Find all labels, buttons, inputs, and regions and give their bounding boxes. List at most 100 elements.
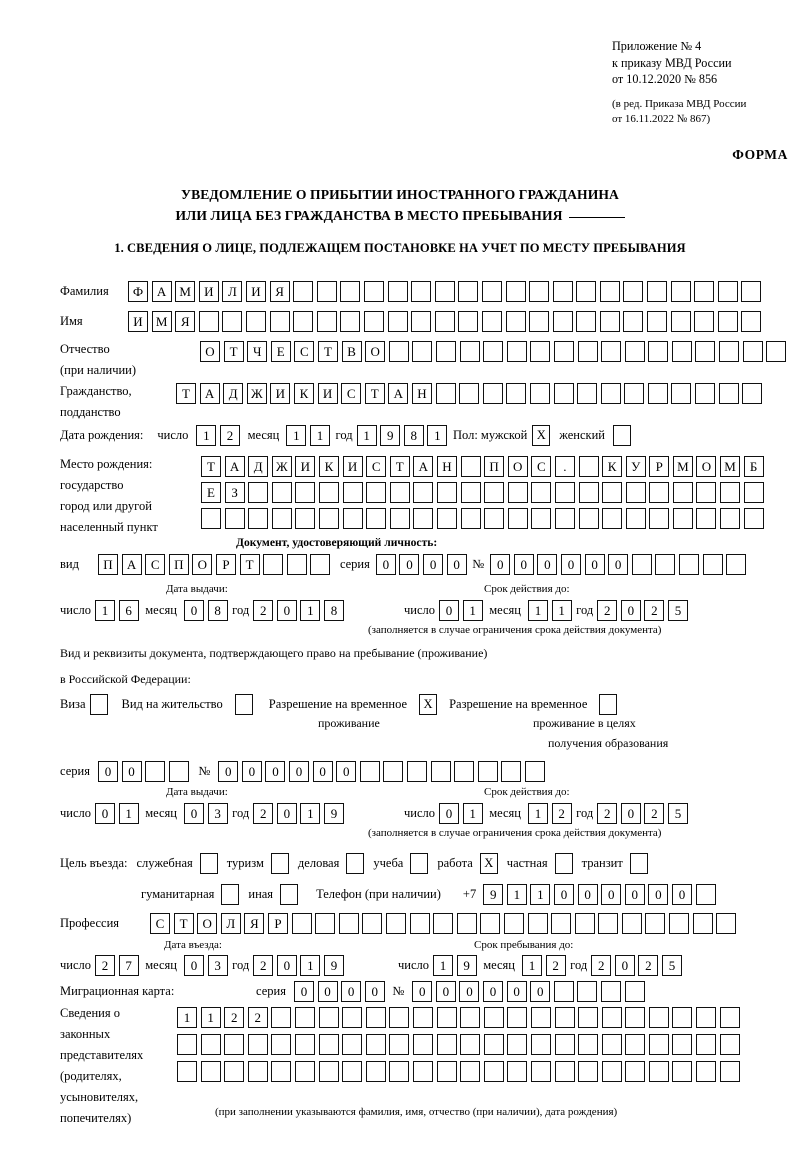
char-cell[interactable] [460,456,481,477]
char-cell[interactable] [524,761,545,782]
char-cell[interactable] [719,1061,740,1082]
char-cell[interactable]: 0 [241,761,262,782]
char-cell[interactable] [527,913,548,934]
char-cell[interactable] [412,1007,433,1028]
char-cell[interactable] [621,913,642,934]
char-cell[interactable] [574,913,595,934]
char-cell[interactable] [553,341,574,362]
char-cell[interactable] [625,1061,646,1082]
char-cell[interactable]: 9 [483,884,504,905]
char-cell[interactable]: 0 [624,884,645,905]
char-cell[interactable] [655,554,676,575]
char-cell[interactable] [318,1007,339,1028]
char-cell[interactable]: М [175,281,196,302]
char-cell[interactable] [720,482,741,503]
char-cell[interactable] [342,482,363,503]
char-cell[interactable]: Н [411,383,432,404]
char-cell[interactable]: 3 [207,955,228,976]
option-checkbox[interactable] [280,884,299,905]
char-cell[interactable]: 5 [668,600,689,621]
char-cell[interactable]: С [150,913,170,934]
char-cell[interactable] [458,281,479,302]
char-cell[interactable]: К [293,383,314,404]
char-cell[interactable] [412,1061,433,1082]
char-cell[interactable] [529,281,550,302]
char-cell[interactable] [554,1034,575,1055]
char-cell[interactable] [362,913,383,934]
char-cell[interactable] [389,482,410,503]
char-cell[interactable] [383,761,404,782]
char-cell[interactable] [366,482,387,503]
char-cell[interactable] [576,311,597,332]
char-cell[interactable] [248,508,269,529]
char-cell[interactable]: Я [269,281,290,302]
char-cell[interactable] [696,508,717,529]
char-cell[interactable] [623,281,644,302]
char-cell[interactable]: П [484,456,505,477]
char-cell[interactable] [389,1034,410,1055]
char-cell[interactable] [529,311,550,332]
char-cell[interactable] [719,1034,740,1055]
char-cell[interactable] [435,341,456,362]
char-cell[interactable] [201,508,221,529]
char-cell[interactable]: М [672,456,693,477]
char-cell[interactable] [647,383,668,404]
char-cell[interactable]: 0 [577,884,598,905]
char-cell[interactable] [481,311,502,332]
char-cell[interactable]: 2 [551,803,572,824]
char-cell[interactable]: 9 [380,425,401,446]
char-cell[interactable]: 2 [597,803,618,824]
char-cell[interactable] [224,508,245,529]
char-cell[interactable]: О [696,456,717,477]
char-cell[interactable] [318,482,339,503]
char-cell[interactable]: Т [364,383,385,404]
char-cell[interactable]: 0 [506,981,527,1002]
char-cell[interactable]: Т [176,383,196,404]
char-cell[interactable] [599,311,620,332]
char-cell[interactable] [434,311,455,332]
char-cell[interactable]: И [317,383,338,404]
char-cell[interactable]: 0 [399,554,420,575]
char-cell[interactable] [678,554,699,575]
char-cell[interactable] [480,913,501,934]
sex-female-checkbox[interactable] [612,425,631,446]
char-cell[interactable] [295,482,316,503]
char-cell[interactable]: 1 [300,955,321,976]
char-cell[interactable]: Н [436,456,457,477]
char-cell[interactable]: 9 [324,955,345,976]
char-cell[interactable] [342,1034,363,1055]
char-cell[interactable] [316,281,337,302]
char-cell[interactable]: 8 [324,600,345,621]
char-cell[interactable] [436,482,457,503]
char-cell[interactable] [460,1034,481,1055]
char-cell[interactable] [430,761,451,782]
char-cell[interactable]: 2 [253,955,274,976]
char-cell[interactable] [507,508,528,529]
char-cell[interactable] [263,554,284,575]
char-cell[interactable]: О [365,341,386,362]
char-cell[interactable]: А [413,456,434,477]
char-cell[interactable]: Т [389,456,410,477]
option-checkbox[interactable] [629,853,648,874]
char-cell[interactable] [460,482,481,503]
char-cell[interactable]: О [197,913,218,934]
char-cell[interactable] [702,554,723,575]
char-cell[interactable] [293,281,314,302]
char-cell[interactable] [672,508,693,529]
char-cell[interactable] [477,761,498,782]
char-cell[interactable] [578,456,599,477]
char-cell[interactable]: 9 [456,955,477,976]
char-cell[interactable] [366,508,387,529]
char-cell[interactable]: 2 [95,955,116,976]
char-cell[interactable] [672,1061,693,1082]
char-cell[interactable] [501,761,522,782]
char-cell[interactable]: 0 [336,761,357,782]
char-cell[interactable]: 8 [403,425,424,446]
char-cell[interactable] [316,311,337,332]
